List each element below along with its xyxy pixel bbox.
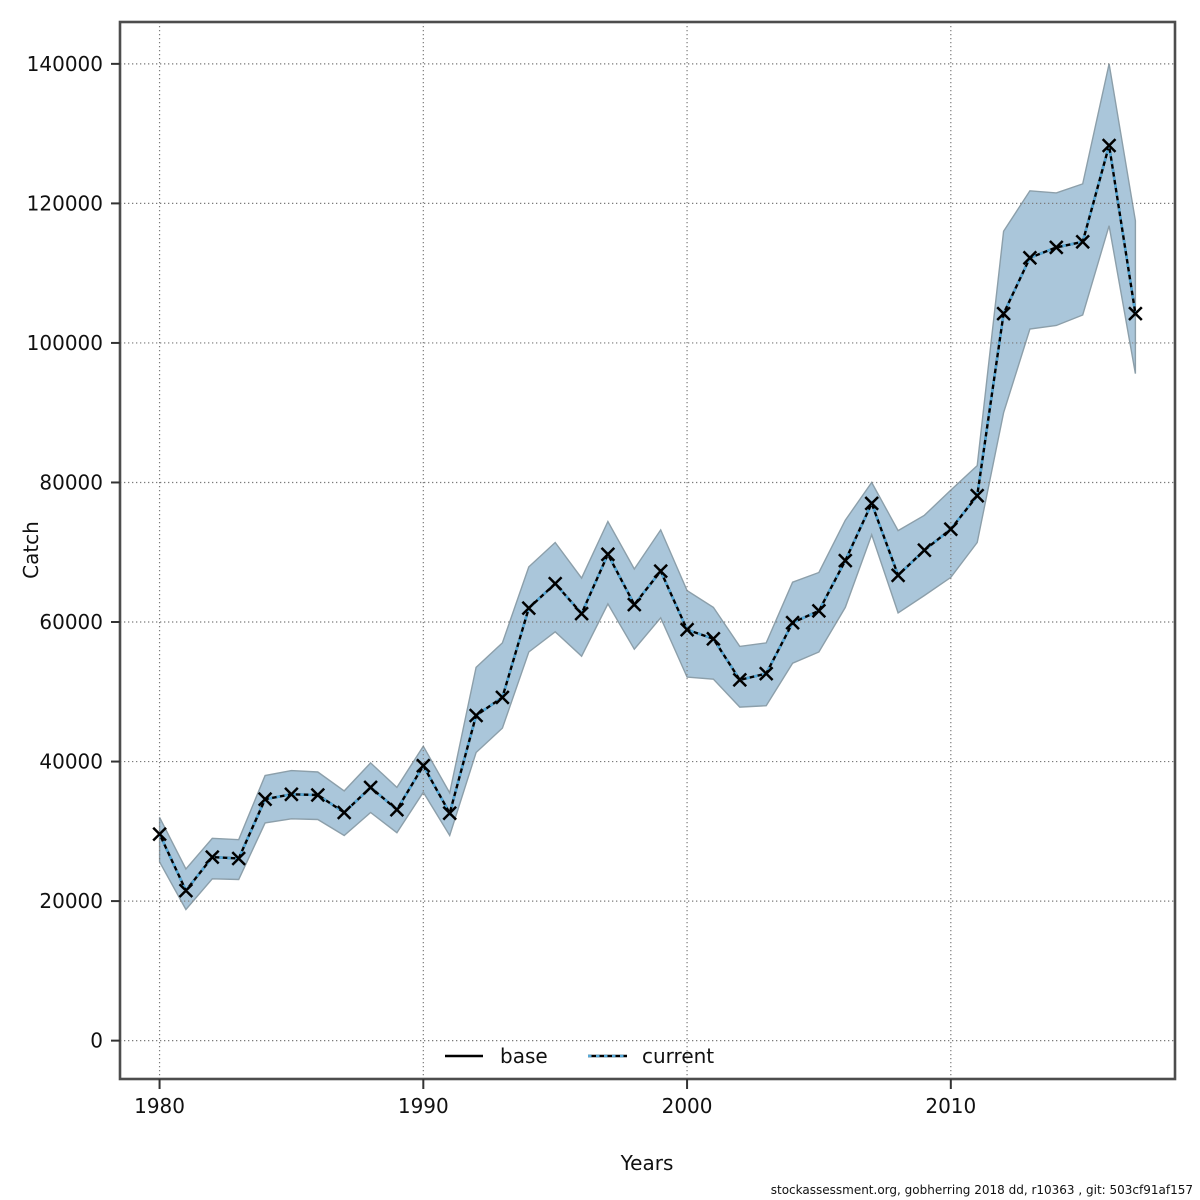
gridlines xyxy=(120,22,1175,1079)
band-polygon xyxy=(158,63,1137,911)
x-markers-path xyxy=(152,138,1143,898)
y-tick-label: 120000 xyxy=(27,191,103,215)
y-tick-label: 40000 xyxy=(39,750,103,774)
axes xyxy=(111,20,1177,1089)
y-tick-label: 20000 xyxy=(39,889,103,913)
y-tick-label: 100000 xyxy=(27,331,103,355)
y-tick-label: 80000 xyxy=(39,470,103,494)
x-tick-label: 1980 xyxy=(134,1094,185,1118)
confidence-band xyxy=(158,63,1137,911)
x-tick-label: 2000 xyxy=(662,1094,713,1118)
legend-current-label: current xyxy=(642,1044,714,1068)
legend: base current xyxy=(445,1044,714,1068)
footer-credit: stockassessment.org, gobherring 2018 dd,… xyxy=(771,1183,1193,1197)
legend-base-label: base xyxy=(500,1044,548,1068)
tick-labels: 0 20000 40000 60000 80000 100000 120000 140000 1… xyxy=(27,52,977,1118)
y-tick-label: 60000 xyxy=(39,610,103,634)
x-tick-label: 1990 xyxy=(398,1094,449,1118)
y-axis-title: Catch xyxy=(19,521,43,579)
y-tick-label: 0 xyxy=(90,1029,103,1053)
x-axis-title: Years xyxy=(620,1151,674,1175)
x-tick-label: 2010 xyxy=(925,1094,976,1118)
plot-border xyxy=(118,20,1177,1081)
y-tick-label: 140000 xyxy=(27,52,103,76)
data-point-markers xyxy=(152,138,1143,898)
